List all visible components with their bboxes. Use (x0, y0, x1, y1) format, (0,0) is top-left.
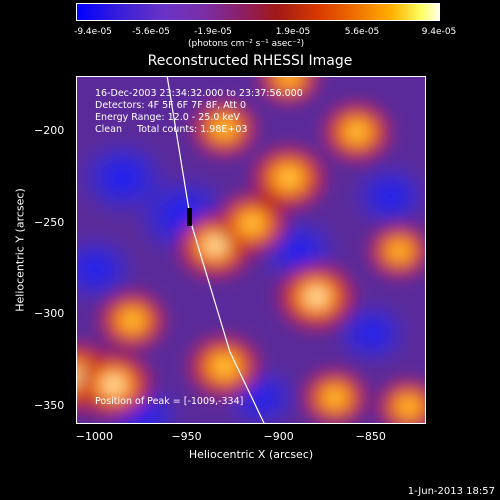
y-axis-label: Heliocentric Y (arcsec) (13, 188, 27, 312)
y-tick-label: −250 (34, 215, 65, 229)
hot-region-core (120, 310, 144, 331)
hot-region-core (213, 118, 236, 138)
hot-region-peak (106, 378, 122, 392)
colorbar (76, 3, 440, 21)
annotation-energy: Energy Range: 12.0 - 25.0 keV (95, 112, 240, 123)
y-tick-label: −200 (34, 123, 65, 137)
cold-region-core (282, 237, 314, 265)
hot-region-core (345, 121, 369, 143)
colorbar-tick-label: 1.9e-05 (275, 27, 311, 37)
colorbar-unit-label: (photons cm⁻² s⁻¹ asec⁻²) (188, 39, 305, 49)
hot-region-core (278, 77, 299, 86)
y-tick-label: −350 (34, 398, 65, 412)
hot-region-peak (207, 239, 223, 252)
hot-region-core (211, 355, 238, 378)
x-tick-label: −1000 (75, 430, 114, 443)
chart-title: Reconstructed RHESSI Image (147, 53, 353, 69)
colorbar-tick-label: -9.4e-05 (74, 27, 112, 37)
cold-region-core (357, 321, 386, 346)
cold-region-core (375, 183, 405, 209)
hot-region-peak (308, 290, 325, 304)
colorbar-tick-label: -5.6e-05 (132, 27, 170, 37)
dark-spot (187, 208, 192, 226)
y-tick-label: −300 (34, 307, 65, 321)
x-tick-label: −850 (355, 430, 386, 443)
hot-region-core (398, 397, 420, 416)
hot-region-core (239, 213, 265, 234)
annotation-detectors: Detectors: 4F 5F 6F 7F 8F, Att 0 (95, 100, 247, 111)
solar-limb-line (166, 77, 265, 423)
colorbar-tick-label: 5.6e-05 (344, 27, 380, 37)
annotation-time: 16-Dec-2003 23:34:32.000 to 23:37:56.000 (95, 88, 303, 99)
x-tick-label: −950 (171, 430, 202, 443)
hot-region-core (389, 242, 410, 260)
annotation-peak: Position of Peak = [-1009,-334] (95, 396, 244, 407)
cold-region-core (105, 162, 142, 194)
plot-area (76, 76, 426, 424)
colorbar-tick-label: 9.4e-05 (421, 27, 457, 37)
x-axis-label: Heliocentric X (arcsec) (188, 448, 314, 461)
hot-region-core (275, 166, 303, 189)
footer-date: 1-Jun-2013 18:57 (407, 486, 495, 497)
hot-region-core (323, 388, 346, 407)
x-tick-label: −900 (263, 430, 294, 443)
colorbar-tick-label: -1.9e-05 (194, 27, 232, 37)
cold-region-core (80, 256, 111, 283)
heatmap-image (77, 77, 425, 423)
annotation-counts: Clean Total counts: 1.98E+03 (95, 124, 248, 135)
